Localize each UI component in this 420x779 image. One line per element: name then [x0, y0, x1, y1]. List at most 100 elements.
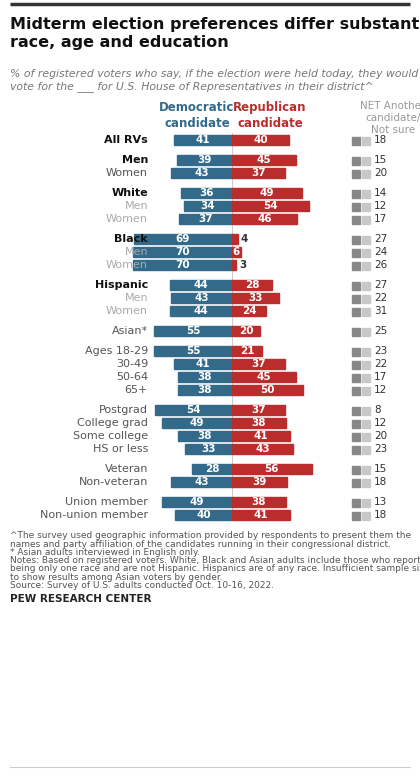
- Text: Some college: Some college: [73, 431, 148, 440]
- Text: College grad: College grad: [77, 418, 148, 428]
- Text: 15: 15: [374, 154, 387, 164]
- Bar: [362, 170, 370, 178]
- Bar: [232, 443, 293, 453]
- Text: 12: 12: [374, 418, 387, 428]
- Text: 27: 27: [374, 234, 387, 244]
- Bar: [170, 305, 232, 315]
- Text: 13: 13: [374, 496, 387, 506]
- Bar: [352, 308, 360, 315]
- Text: 14: 14: [374, 188, 387, 198]
- Bar: [232, 259, 236, 270]
- Text: Ages 18-29: Ages 18-29: [85, 346, 148, 355]
- Text: 18: 18: [374, 135, 387, 144]
- Text: 6: 6: [233, 246, 240, 256]
- Bar: [352, 249, 360, 256]
- Bar: [232, 358, 284, 368]
- Bar: [232, 372, 296, 382]
- Text: 41: 41: [196, 135, 210, 144]
- Text: 17: 17: [374, 213, 387, 224]
- Text: 43: 43: [194, 292, 209, 302]
- Text: 45: 45: [257, 372, 271, 382]
- Text: 20: 20: [239, 326, 253, 336]
- Text: 70: 70: [175, 259, 189, 270]
- Bar: [232, 246, 241, 256]
- Bar: [352, 157, 360, 164]
- Bar: [362, 499, 370, 506]
- Bar: [362, 466, 370, 474]
- Text: Men: Men: [122, 154, 148, 164]
- Text: 40: 40: [253, 135, 268, 144]
- Bar: [232, 188, 302, 198]
- Text: 41: 41: [254, 509, 268, 520]
- Text: 27: 27: [374, 280, 387, 290]
- Text: 38: 38: [198, 372, 212, 382]
- Bar: [362, 386, 370, 394]
- Text: 22: 22: [374, 358, 387, 368]
- Text: 38: 38: [198, 431, 212, 440]
- Bar: [352, 512, 360, 520]
- Bar: [155, 404, 232, 414]
- Bar: [232, 167, 284, 178]
- Text: 26: 26: [374, 259, 387, 270]
- Bar: [362, 216, 370, 224]
- Text: Republican
candidate: Republican candidate: [233, 101, 307, 129]
- Bar: [170, 280, 232, 290]
- Bar: [163, 496, 232, 506]
- Bar: [352, 216, 360, 224]
- Text: 12: 12: [374, 200, 387, 210]
- Bar: [352, 407, 360, 414]
- Text: 55: 55: [186, 346, 200, 355]
- Bar: [154, 346, 232, 355]
- Text: 37: 37: [198, 213, 213, 224]
- Text: 34: 34: [200, 200, 215, 210]
- Text: 44: 44: [193, 305, 208, 315]
- Text: Non-union member: Non-union member: [40, 509, 148, 520]
- Bar: [171, 292, 232, 302]
- Bar: [232, 464, 312, 474]
- Text: 55: 55: [186, 326, 200, 336]
- Bar: [232, 385, 303, 394]
- Bar: [134, 234, 232, 244]
- Text: 69: 69: [176, 234, 190, 244]
- Text: 20: 20: [374, 431, 387, 440]
- Bar: [352, 170, 360, 178]
- Bar: [192, 464, 232, 474]
- Bar: [362, 203, 370, 210]
- Bar: [362, 327, 370, 336]
- Text: 21: 21: [240, 346, 254, 355]
- Bar: [232, 477, 287, 487]
- Text: 46: 46: [257, 213, 272, 224]
- Text: being only one race and are not Hispanic. Hispanics are of any race. Insufficien: being only one race and are not Hispanic…: [10, 564, 420, 573]
- Bar: [232, 213, 297, 224]
- Bar: [232, 154, 296, 164]
- Text: 70: 70: [175, 246, 189, 256]
- Text: Source: Survey of U.S. adults conducted Oct. 10-16, 2022.: Source: Survey of U.S. adults conducted …: [10, 580, 274, 590]
- Text: Veteran: Veteran: [105, 464, 148, 474]
- Bar: [362, 478, 370, 487]
- Bar: [133, 246, 232, 256]
- Bar: [352, 347, 360, 355]
- Text: All RVs: All RVs: [104, 135, 148, 144]
- Bar: [232, 292, 279, 302]
- Text: 23: 23: [374, 346, 387, 355]
- Text: 37: 37: [251, 404, 265, 414]
- Bar: [362, 308, 370, 315]
- Text: 33: 33: [201, 443, 216, 453]
- Bar: [362, 512, 370, 520]
- Text: 24: 24: [242, 305, 256, 315]
- Text: 12: 12: [374, 385, 387, 394]
- Text: NET Another
candidate/
Not sure: NET Another candidate/ Not sure: [360, 101, 420, 135]
- Text: 41: 41: [254, 431, 268, 440]
- Text: 15: 15: [374, 464, 387, 474]
- Bar: [232, 135, 289, 144]
- Text: 4: 4: [241, 234, 248, 244]
- Bar: [352, 466, 360, 474]
- Bar: [362, 432, 370, 440]
- Bar: [362, 420, 370, 428]
- Bar: [133, 259, 232, 270]
- Text: Democratic
candidate: Democratic candidate: [159, 101, 235, 129]
- Bar: [184, 200, 232, 210]
- Text: Hispanic: Hispanic: [95, 280, 148, 290]
- Bar: [232, 305, 266, 315]
- Bar: [171, 477, 232, 487]
